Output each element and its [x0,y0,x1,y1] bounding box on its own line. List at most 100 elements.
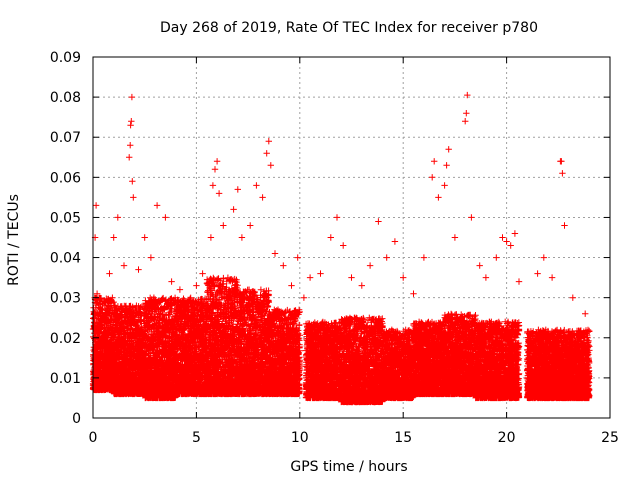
scatter-point [366,262,374,269]
scatter-point [383,254,390,261]
chart-title: Day 268 of 2019, Rate Of TEC Index for r… [160,20,538,36]
scatter-point [561,222,568,229]
scatter-point [288,282,295,289]
scatter-point [234,186,241,193]
scatter-point [463,110,470,117]
scatter-point [128,93,136,101]
scatter-point [306,274,314,281]
x-axis-label: GPS time / hours [290,459,407,475]
x-tick-label: 25 [601,430,619,446]
scatter-point [534,270,541,277]
scatter-point [209,182,217,189]
scatter-point [391,238,399,245]
scatter-point [482,274,490,281]
x-tick-label: 10 [291,430,309,446]
y-tick-label: 0.07 [50,130,81,146]
scatter-point [126,154,133,161]
scatter-point [176,286,184,293]
scatter-point [147,254,155,261]
y-tick-label: 0.01 [50,371,81,387]
scatter-point [451,234,459,241]
scatter-point [215,190,223,197]
scatter-point [271,250,279,257]
scatter-point [129,178,136,185]
scatter-point [90,366,98,374]
scatter-point [110,234,117,241]
scatter-point [230,206,237,213]
scatter-point [184,302,192,309]
scatter-point [259,194,266,201]
scatter-point [199,270,206,277]
y-tick-label: 0.02 [50,331,81,347]
scatter-point [141,234,148,241]
scatter-point [569,294,576,301]
scatter-point [327,234,334,241]
scatter-point [300,294,308,301]
scatter-point [265,138,272,145]
scatter-point [499,234,506,241]
scatter-point [435,194,442,201]
scatter-point [462,118,469,125]
y-tick-label: 0.08 [50,90,81,106]
scatter-point [340,242,347,249]
scatter-point [207,234,215,241]
scatter-point [128,118,135,125]
scatter-point [431,158,438,165]
scatter-point [410,290,417,297]
scatter-point [429,174,436,181]
scatter-point [507,242,514,249]
scatter-point [348,274,355,281]
plot-frame [92,56,611,419]
scatter-point [93,290,101,297]
scatter-point [247,222,254,229]
scatter-point [464,91,471,99]
scatter-point [317,270,324,277]
scatter-point [400,274,407,281]
scatter-point [267,162,274,169]
scatter-point [238,234,246,241]
scatter-point [441,182,448,189]
y-tick-label: 0.03 [50,291,81,307]
scatter-point [92,202,100,209]
scatter-point [476,262,483,269]
scatter-point [168,278,175,285]
scatter-point [220,222,227,229]
x-tick-label: 5 [192,430,201,446]
scatter-point [420,254,428,261]
axis-ticks: 0 0.01 0.02 0.03 0.04 0.05 0.06 0.07 0.08 0.09 0 5 1… [50,50,619,446]
scatter-point [548,274,556,281]
scatter-point [280,262,287,269]
scatter-point [559,170,566,177]
scatter-point [511,230,519,237]
scatter-point [106,270,113,277]
scatter-point [100,342,107,349]
scatter-point [127,122,134,129]
scatter-point [120,262,128,269]
scatter-point [493,254,500,261]
y-tick-label: 0.09 [50,50,81,66]
scatter-point [213,158,221,165]
scatter-point [294,254,301,261]
scatter-point [162,214,169,221]
scatter-point [127,142,134,149]
scatter-point [540,254,547,261]
scatter-point [443,162,450,169]
y-tick-label: 0.06 [50,170,81,186]
y-tick-label: 0.04 [50,251,81,267]
scatter-point [263,150,270,157]
x-tick-label: 0 [89,430,98,446]
scatter-point [333,214,341,221]
scatter-point [135,266,142,273]
scatter-point [468,214,475,221]
scatter-point [582,310,589,317]
scatter-point [96,330,103,337]
scatter-point [211,166,219,173]
scatter-point [558,158,565,165]
scatter-point [130,194,137,201]
scatter-point [253,182,260,189]
scatter-point [114,214,121,221]
scatter-point [445,146,452,153]
scatter-point-cloud [89,274,593,406]
scatter-point [358,282,365,289]
